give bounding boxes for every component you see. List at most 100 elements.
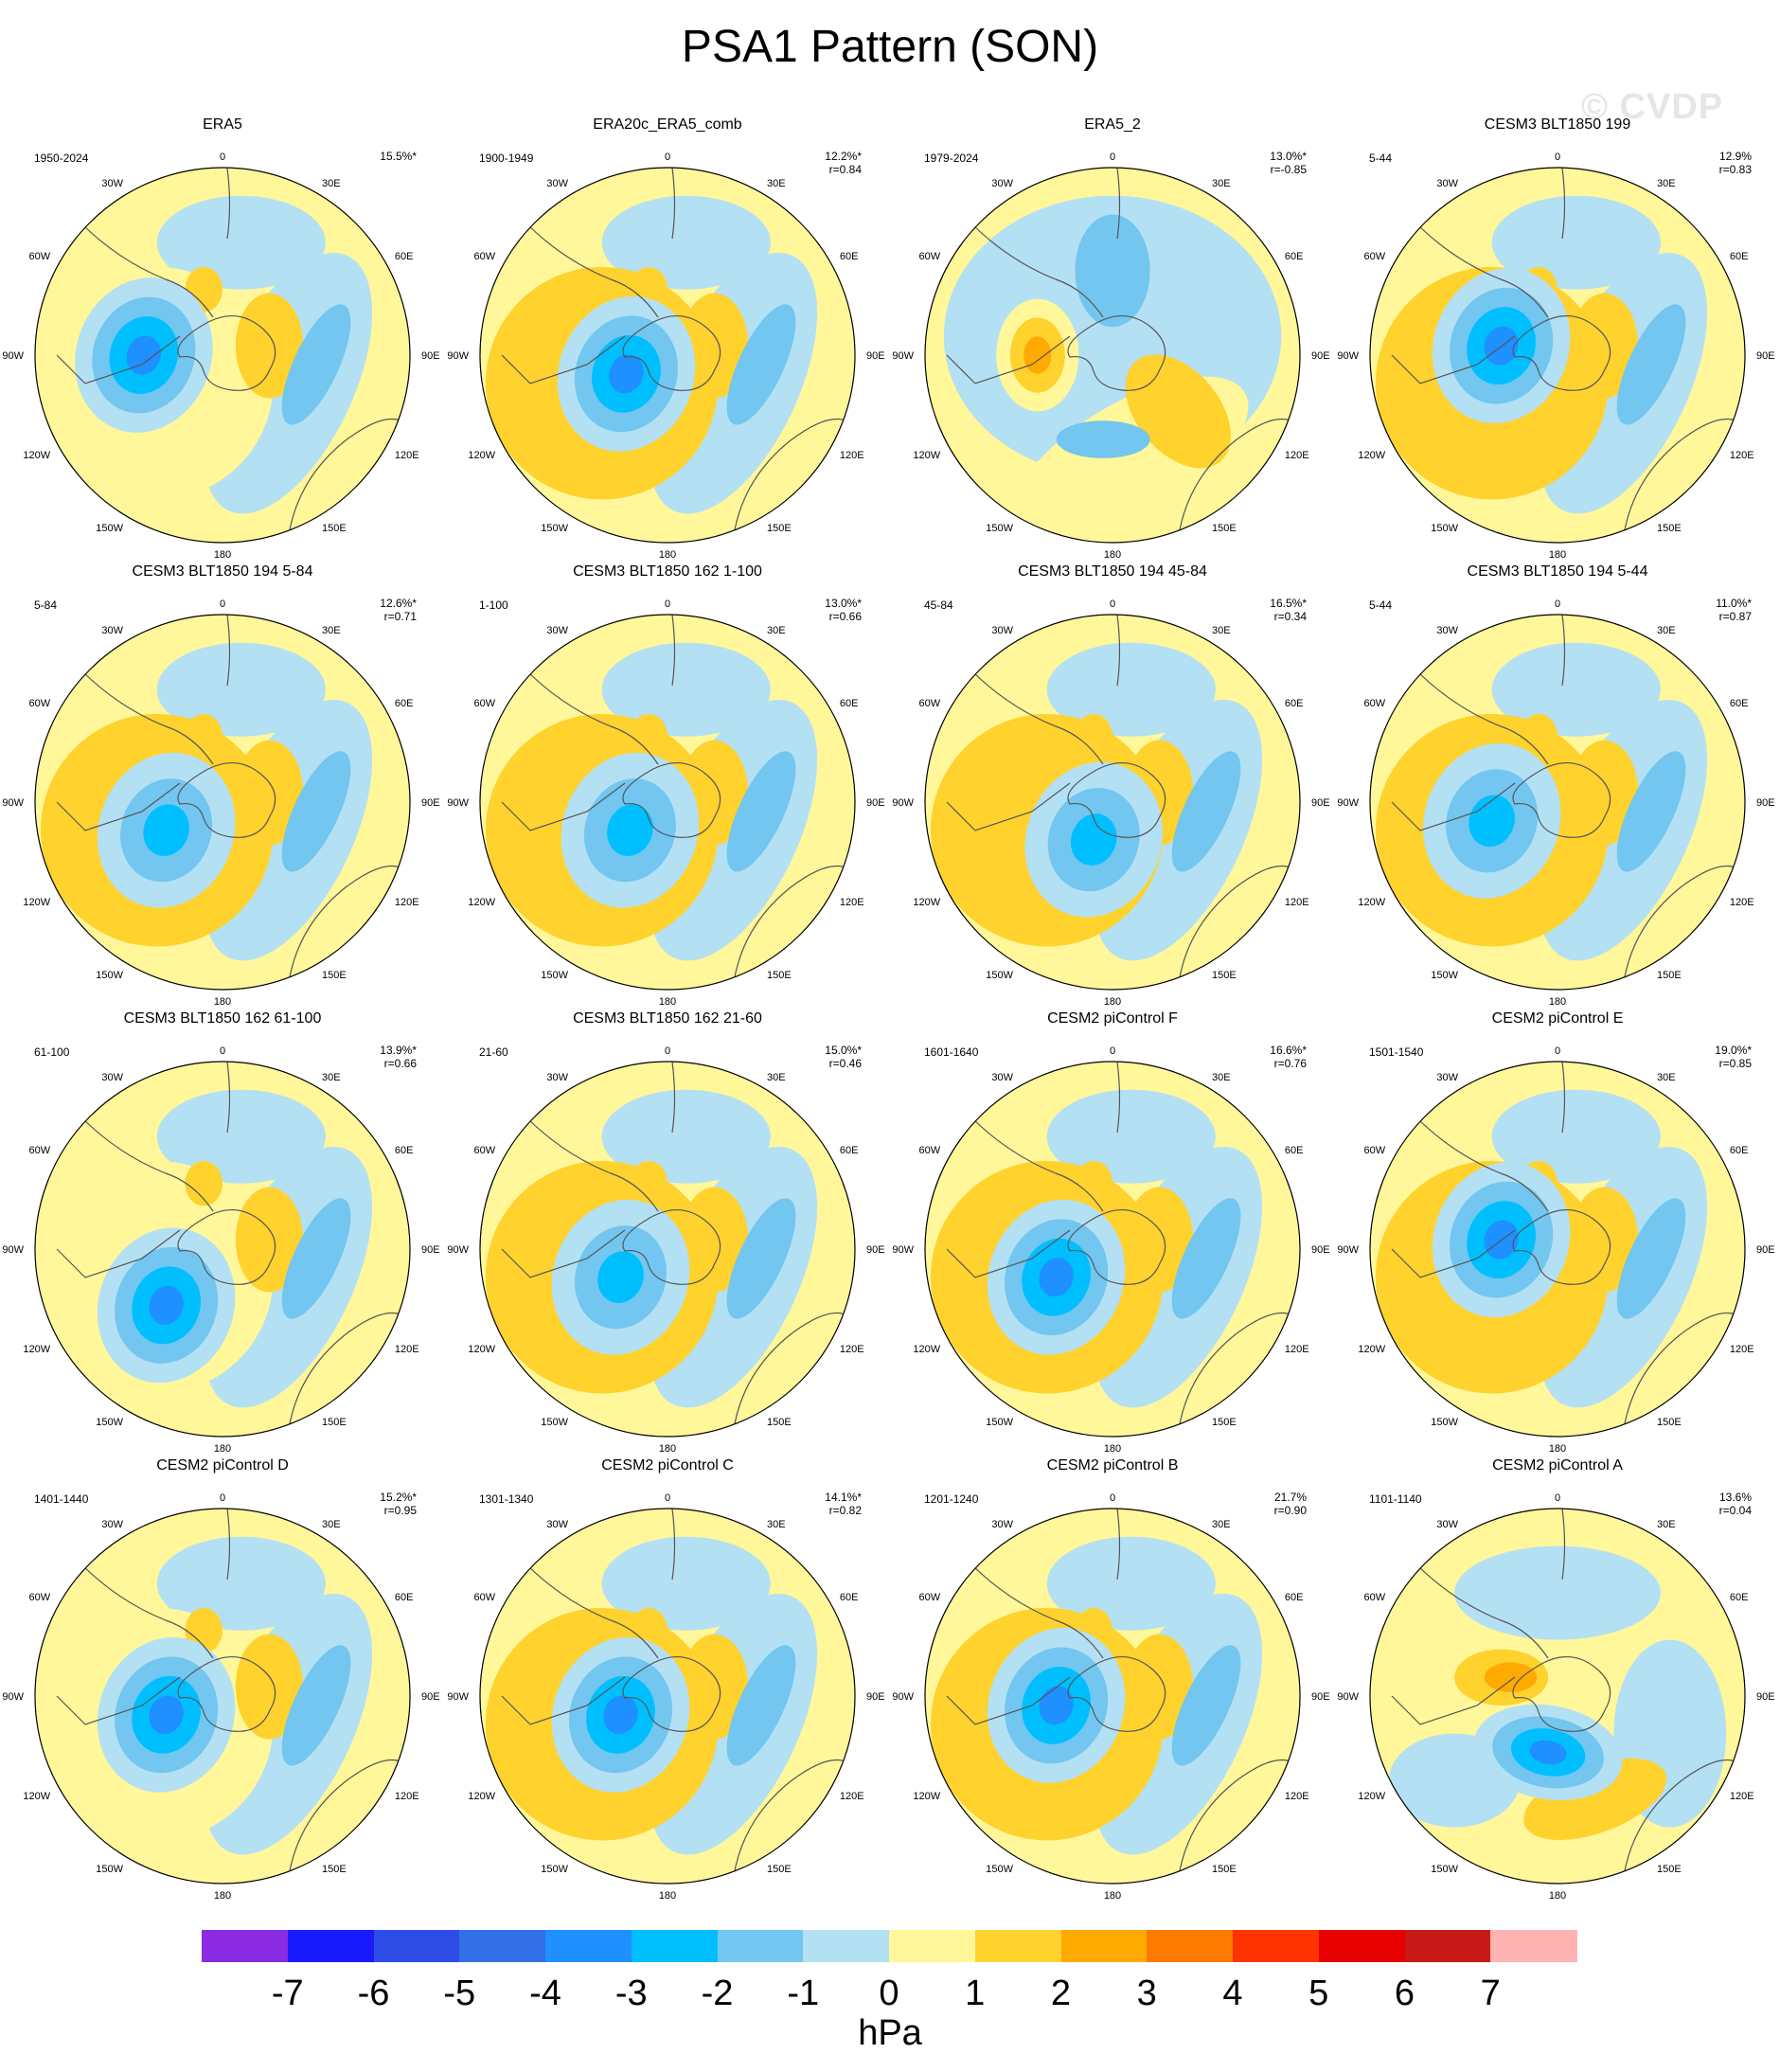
longitude-label: 120E — [395, 897, 419, 908]
longitude-label: 90W — [2, 1244, 24, 1256]
longitude-label: 90W — [1337, 1691, 1359, 1703]
map-border — [34, 167, 411, 544]
explained-variance: 14.1%* — [825, 1491, 862, 1504]
antarctica-outline — [177, 762, 276, 838]
longitude-label: 150E — [767, 1864, 792, 1875]
panel-years: 21-60 — [479, 1045, 508, 1059]
colorbar-swatch — [1233, 1930, 1320, 1962]
longitude-label: 60W — [919, 698, 941, 709]
longitude-label: 180 — [1104, 996, 1121, 1008]
explained-variance: 11.0%* — [1716, 597, 1752, 610]
polar-map: 0 30E 60E 90E 120E 150E 180 150W 120W 90W 60W 30W — [892, 598, 1330, 1008]
longitude-label: 30W — [546, 1519, 568, 1530]
panel-title: CESM2 piControl B — [1046, 1457, 1179, 1474]
contour-shade — [726, 1645, 796, 1766]
south-america-outline — [525, 669, 659, 765]
longitude-label: 180 — [1549, 1890, 1566, 1902]
contour-shade — [1616, 304, 1686, 425]
contour-shade — [607, 804, 653, 856]
longitude-label: 60E — [1285, 698, 1304, 709]
south-america-outline — [970, 669, 1104, 765]
longitude-label: 60W — [29, 251, 51, 262]
contour-shade — [235, 1634, 304, 1740]
polar-map: 0 30E 60E 90E 120E 150E 180 150W 120W 90W 60W 30W — [1337, 598, 1774, 1008]
colorbar-swatch — [803, 1930, 890, 1962]
longitude-label: 30E — [1212, 1072, 1231, 1083]
australia-outline — [288, 865, 403, 983]
africa-outline — [226, 168, 231, 240]
longitude-label: 0 — [220, 1045, 225, 1057]
longitude-label: 180 — [214, 549, 231, 561]
figure-title: PSA1 Pattern (SON) — [681, 22, 1099, 72]
panel-years: 5-44 — [1369, 152, 1393, 165]
contour-shade — [1454, 1545, 1661, 1640]
peninsula-outline — [501, 1229, 626, 1278]
colorbar-swatch — [287, 1930, 374, 1962]
longitude-label: 120E — [1730, 450, 1754, 461]
longitude-label: 120W — [468, 1344, 495, 1355]
contour-shade — [1125, 1187, 1194, 1293]
contour-shade — [185, 713, 222, 759]
longitude-label: 150W — [986, 523, 1013, 534]
contour-shade — [1039, 1686, 1074, 1725]
panel-stats: 21.7% r=0.90 — [1274, 1491, 1307, 1517]
south-america-outline — [970, 1116, 1104, 1212]
antarctica-outline — [1067, 1209, 1166, 1285]
map-border — [924, 167, 1301, 544]
longitude-label: 30E — [322, 625, 341, 636]
longitude-label: 120E — [395, 1344, 419, 1355]
longitude-label: 90E — [421, 1691, 440, 1703]
panel-title: CESM3 BLT1850 162 61-100 — [123, 1010, 322, 1027]
longitude-label: 180 — [659, 1890, 676, 1902]
longitude-label: 60W — [29, 698, 51, 709]
explained-variance: 21.7% — [1273, 1491, 1307, 1504]
longitude-label: 0 — [665, 1045, 670, 1057]
contour-shade — [156, 195, 326, 290]
contour-shade — [1046, 1089, 1216, 1184]
longitude-label: 60E — [840, 251, 859, 262]
longitude-label: 90W — [892, 797, 914, 809]
map-border — [479, 167, 856, 544]
longitude-label: 0 — [1110, 1045, 1115, 1057]
longitude-label: 150W — [541, 523, 568, 534]
panel-title: CESM2 piControl E — [1491, 1010, 1624, 1027]
peninsula-outline — [946, 335, 1071, 384]
longitude-label: 150W — [96, 970, 123, 981]
longitude-label: 60E — [1730, 251, 1749, 262]
longitude-label: 90E — [421, 350, 440, 362]
peninsula-outline — [56, 1676, 181, 1725]
longitude-label: 150E — [1657, 970, 1682, 981]
panel-stats: 13.0%* r=0.66 — [825, 597, 862, 623]
longitude-label: 120E — [1730, 1791, 1754, 1802]
antarctica-outline — [1067, 315, 1166, 391]
longitude-label: 60E — [840, 1145, 859, 1156]
panel-stats: 19.0%* r=0.85 — [1715, 1044, 1752, 1070]
map-border — [479, 1061, 856, 1438]
colorbar-tick-label: 6 — [1394, 1974, 1415, 2013]
longitude-label: 150W — [986, 970, 1013, 981]
africa-outline — [671, 1062, 676, 1134]
colorbar-labels: -7 -6 -5 -4 -3 -2 -1 0 1 2 3 4 5 6 7 — [202, 1974, 1576, 2015]
longitude-label: 90W — [447, 1691, 469, 1703]
longitude-label: 30W — [1436, 625, 1458, 636]
longitude-label: 30W — [1436, 1072, 1458, 1083]
colorbar-tick-label: 5 — [1308, 1974, 1329, 2013]
longitude-label: 60W — [1364, 698, 1386, 709]
colorbar-tick-label: -1 — [787, 1974, 820, 2013]
explained-variance: 16.6%* — [1270, 1044, 1307, 1057]
longitude-label: 90E — [1756, 350, 1775, 362]
panel-years: 1501-1540 — [1369, 1045, 1424, 1059]
longitude-label: 90E — [1311, 797, 1330, 809]
contour-shade — [680, 1187, 749, 1293]
panel-years: 5-44 — [1369, 598, 1393, 612]
colorbar-swatch — [631, 1930, 718, 1962]
panel-years: 1201-1240 — [924, 1492, 979, 1506]
contour-shade — [726, 304, 796, 425]
panel-title: ERA5 — [203, 116, 242, 133]
longitude-label: 60W — [474, 1592, 496, 1603]
map-panel: CESM3 BLT1850 162 61-100 61-100 13.9%* r=0.… — [0, 998, 445, 1455]
longitude-label: 150E — [1212, 523, 1237, 534]
colorbar-swatch — [1404, 1930, 1491, 1962]
longitude-label: 60W — [474, 698, 496, 709]
map-border — [924, 614, 1301, 991]
